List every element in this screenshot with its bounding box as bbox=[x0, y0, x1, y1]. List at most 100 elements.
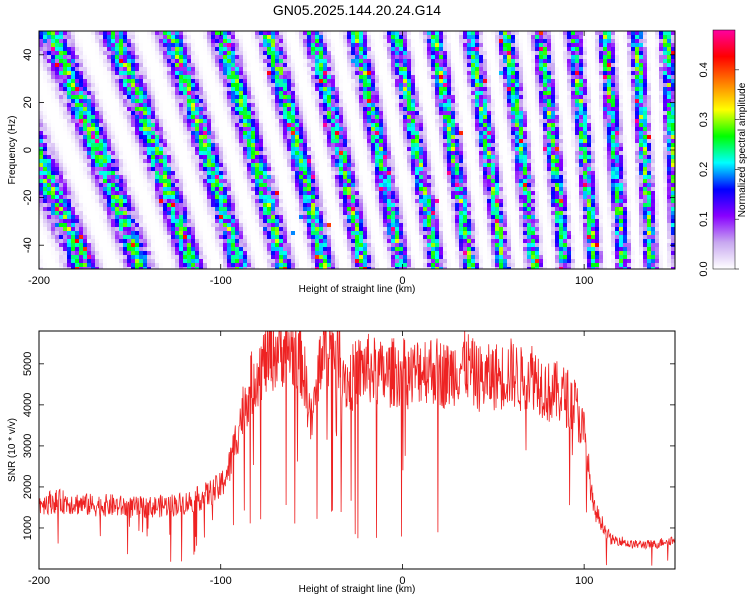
heatmap-cell bbox=[63, 107, 67, 111]
heatmap-cell bbox=[267, 239, 271, 243]
heatmap-cell bbox=[199, 107, 203, 111]
heatmap-cell bbox=[203, 219, 207, 223]
heatmap-cell bbox=[51, 135, 55, 139]
heatmap-cell bbox=[367, 55, 371, 59]
heatmap-cell bbox=[319, 123, 323, 127]
heatmap-cell bbox=[311, 79, 315, 83]
heatmap-cell bbox=[339, 267, 343, 269]
heatmap-cell bbox=[147, 171, 151, 175]
heatmap-cell bbox=[103, 123, 107, 127]
heatmap-cell bbox=[251, 135, 255, 139]
heatmap-cell bbox=[359, 211, 363, 215]
heatmap-cell bbox=[195, 55, 199, 59]
heatmap-cell bbox=[367, 263, 371, 267]
heatmap-cell bbox=[63, 195, 67, 199]
heatmap-cell bbox=[219, 219, 223, 223]
heatmap-cell bbox=[363, 135, 367, 139]
heatmap-cell bbox=[315, 171, 319, 175]
heatmap-cell bbox=[167, 187, 171, 191]
heatmap-cell bbox=[95, 267, 99, 269]
heatmap-cell bbox=[287, 223, 291, 227]
heatmap-cell bbox=[275, 191, 279, 195]
heatmap-cell bbox=[223, 87, 227, 91]
heatmap-cell bbox=[367, 35, 371, 39]
heatmap-cell bbox=[99, 79, 103, 83]
heatmap-cell bbox=[215, 151, 219, 155]
heatmap-cell bbox=[267, 223, 271, 227]
heatmap-cell bbox=[363, 123, 367, 127]
heatmap-cell bbox=[311, 239, 315, 243]
heatmap-cell bbox=[355, 171, 359, 175]
heatmap-cell bbox=[99, 43, 103, 47]
heatmap-cell bbox=[163, 219, 167, 223]
heatmap-cell bbox=[299, 243, 303, 247]
heatmap-cell bbox=[67, 159, 71, 163]
heatmap-cell bbox=[287, 79, 291, 83]
heatmap-cell bbox=[71, 243, 75, 247]
heatmap-cell bbox=[135, 83, 139, 87]
heatmap-cell bbox=[195, 203, 199, 207]
heatmap-cell bbox=[219, 75, 223, 79]
heatmap-cell bbox=[119, 123, 123, 127]
heatmap-cell bbox=[263, 91, 267, 95]
heatmap-cell bbox=[259, 163, 263, 167]
heatmap-cell bbox=[359, 131, 363, 135]
heatmap-cell bbox=[363, 151, 367, 155]
heatmap-cell bbox=[219, 51, 223, 55]
heatmap-cell bbox=[327, 215, 331, 219]
heatmap-cell bbox=[155, 143, 159, 147]
heatmap-cell bbox=[79, 103, 83, 107]
heatmap-cell bbox=[359, 91, 363, 95]
heatmap-cell bbox=[331, 127, 335, 131]
heatmap-cell bbox=[211, 51, 215, 55]
heatmap-cell bbox=[347, 99, 351, 103]
heatmap-cell bbox=[179, 87, 183, 91]
heatmap-cell bbox=[299, 43, 303, 47]
heatmap-cell bbox=[255, 91, 259, 95]
heatmap-cell bbox=[87, 203, 91, 207]
heatmap-cell bbox=[75, 79, 79, 83]
heatmap-cell bbox=[323, 59, 327, 63]
heatmap-cell bbox=[95, 91, 99, 95]
heatmap-cell bbox=[183, 107, 187, 111]
heatmap-cell bbox=[203, 215, 207, 219]
heatmap-cell bbox=[303, 175, 307, 179]
heatmap-cell bbox=[247, 67, 251, 71]
heatmap-cell bbox=[159, 251, 163, 255]
heatmap-cell bbox=[151, 39, 155, 43]
heatmap-cell bbox=[127, 47, 131, 51]
heatmap-cell bbox=[107, 211, 111, 215]
heatmap-cell bbox=[263, 127, 267, 131]
heatmap-cell bbox=[223, 183, 227, 187]
heatmap-cell bbox=[335, 263, 339, 267]
heatmap-cell bbox=[335, 139, 339, 143]
heatmap-cell bbox=[107, 59, 111, 63]
heatmap-cell bbox=[47, 67, 51, 71]
heatmap-cell bbox=[291, 87, 295, 91]
heatmap-cell bbox=[123, 231, 127, 235]
heatmap-cell bbox=[91, 187, 95, 191]
heatmap-cell bbox=[359, 151, 363, 155]
heatmap-cell bbox=[155, 83, 159, 87]
heatmap-cell bbox=[231, 223, 235, 227]
heatmap-cell bbox=[191, 123, 195, 127]
heatmap-cell bbox=[347, 223, 351, 227]
heatmap-cell bbox=[111, 231, 115, 235]
heatmap-cell bbox=[215, 91, 219, 95]
heatmap-cell bbox=[295, 75, 299, 79]
heatmap-cell bbox=[227, 259, 231, 263]
heatmap-cell bbox=[43, 263, 47, 267]
heatmap-cell bbox=[115, 99, 119, 103]
heatmap-cell bbox=[231, 191, 235, 195]
heatmap-cell bbox=[307, 167, 311, 171]
heatmap-cell bbox=[203, 263, 207, 267]
heatmap-cell bbox=[335, 35, 339, 39]
heatmap-cell bbox=[39, 139, 43, 143]
heatmap-cell bbox=[39, 63, 43, 67]
heatmap-cell bbox=[55, 107, 59, 111]
heatmap-cell bbox=[71, 239, 75, 243]
heatmap-cell bbox=[355, 247, 359, 251]
heatmap-cell bbox=[207, 43, 211, 47]
heatmap-cell bbox=[203, 71, 207, 75]
heatmap-cell bbox=[179, 123, 183, 127]
